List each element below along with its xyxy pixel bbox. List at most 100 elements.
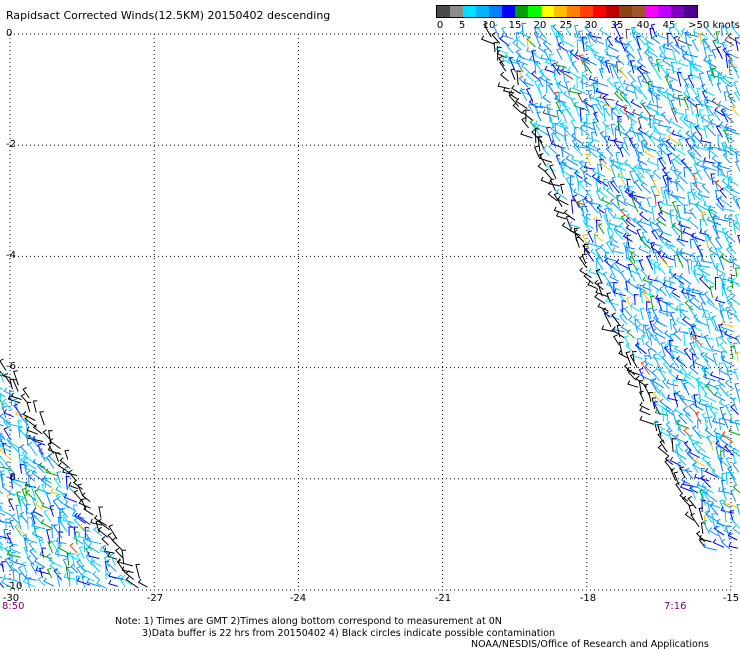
wind-barb xyxy=(671,224,679,236)
wind-barb xyxy=(57,516,63,532)
legend-labels: 0 5 10 15 20 25 30 35 40 45 >50 knots xyxy=(436,20,740,32)
wind-barb xyxy=(692,141,708,151)
wind-barb xyxy=(701,162,717,172)
wind-barb xyxy=(664,74,671,89)
wind-barb xyxy=(633,314,643,327)
wind-barb xyxy=(55,537,67,545)
wind-barb xyxy=(610,263,623,275)
wind-barb xyxy=(625,351,632,366)
wind-barb xyxy=(51,524,56,539)
wind-barb xyxy=(86,536,102,545)
wind-barb xyxy=(24,574,37,581)
wind-barb xyxy=(565,215,571,228)
legend-swatch-15 xyxy=(632,6,645,17)
wind-barb xyxy=(687,166,695,178)
wind-barb xyxy=(618,341,624,356)
wind-barb xyxy=(633,143,639,157)
wind-barb xyxy=(571,138,581,151)
wind-barb xyxy=(135,563,140,579)
legend-swatch-6 xyxy=(515,6,528,17)
wind-barb xyxy=(695,317,710,327)
wind-barb xyxy=(98,506,103,518)
wind-barb xyxy=(618,291,627,304)
wind-barb xyxy=(632,26,645,39)
wind-barb xyxy=(561,102,572,115)
wind-barb xyxy=(698,109,704,124)
wind-barb xyxy=(616,85,628,97)
wind-barb xyxy=(662,252,675,261)
wind-barb xyxy=(701,114,711,125)
wind-barb xyxy=(6,419,21,428)
wind-barb xyxy=(709,286,715,298)
wind-barb xyxy=(19,464,25,474)
wind-barb xyxy=(9,519,15,530)
wind-barb xyxy=(549,114,555,129)
wind-barb xyxy=(661,57,673,67)
wind-barb xyxy=(717,161,731,170)
wind-barb xyxy=(539,68,549,80)
wind-barb xyxy=(590,248,600,257)
wind-barb xyxy=(0,470,5,481)
wind-barb xyxy=(0,358,7,371)
wind-barb xyxy=(517,52,531,62)
wind-barb xyxy=(586,189,593,201)
wind-barb xyxy=(92,571,101,581)
wind-barb xyxy=(520,88,528,102)
wind-barb xyxy=(573,228,579,242)
wind-barb xyxy=(631,31,640,47)
wind-barb xyxy=(635,375,648,388)
wind-barb xyxy=(689,238,695,249)
wind-barb xyxy=(690,512,700,528)
wind-barb xyxy=(9,390,14,407)
wind-barb xyxy=(673,254,678,268)
wind-barb xyxy=(563,209,576,221)
wind-barb xyxy=(527,103,534,114)
wind-barb xyxy=(581,74,587,90)
wind-barb xyxy=(551,62,561,76)
wind-barb xyxy=(58,511,64,525)
wind-barb xyxy=(561,146,574,157)
wind-barb xyxy=(679,308,691,320)
wind-barb xyxy=(646,102,660,114)
wind-barb xyxy=(623,198,637,209)
wind-barb xyxy=(627,316,638,328)
chart-title: Rapidsact Corrected Winds(12.5KM) 201504… xyxy=(6,9,331,22)
wind-barb xyxy=(0,437,12,449)
wind-barb xyxy=(0,442,12,453)
wind-barb xyxy=(70,563,79,574)
wind-barb xyxy=(609,240,620,249)
wind-barb xyxy=(704,403,710,417)
wind-barb xyxy=(602,271,612,285)
wind-barb xyxy=(712,224,720,240)
wind-barb xyxy=(84,526,90,539)
wind-barb xyxy=(728,427,740,436)
wind-barb xyxy=(727,466,736,480)
wind-barb xyxy=(660,342,666,355)
wind-barb xyxy=(699,276,711,290)
wind-barb xyxy=(728,56,737,68)
wind-barb xyxy=(581,205,586,220)
wind-barb xyxy=(11,551,16,566)
wind-barb xyxy=(689,208,697,220)
wind-barb xyxy=(22,387,30,399)
legend-label-0: 0 xyxy=(436,20,444,31)
wind-barb xyxy=(10,392,22,400)
wind-barb xyxy=(32,424,43,435)
wind-barb xyxy=(618,163,624,178)
wind-barb xyxy=(686,259,692,275)
wind-barb xyxy=(683,331,688,346)
wind-barb xyxy=(724,510,730,523)
wind-barb xyxy=(695,113,701,130)
notes-line-1: Note: 1) Times are GMT 2)Times along bot… xyxy=(115,616,502,627)
wind-barb xyxy=(699,342,715,353)
wind-barb xyxy=(501,31,514,40)
wind-barb xyxy=(531,70,541,81)
wind-barb xyxy=(556,48,563,60)
wind-barb xyxy=(579,78,593,87)
wind-barb xyxy=(724,443,735,457)
wind-barb xyxy=(650,244,662,255)
wind-barb xyxy=(725,53,730,68)
wind-barb xyxy=(644,149,655,158)
wind-barb xyxy=(565,107,576,122)
wind-barb xyxy=(654,194,660,206)
